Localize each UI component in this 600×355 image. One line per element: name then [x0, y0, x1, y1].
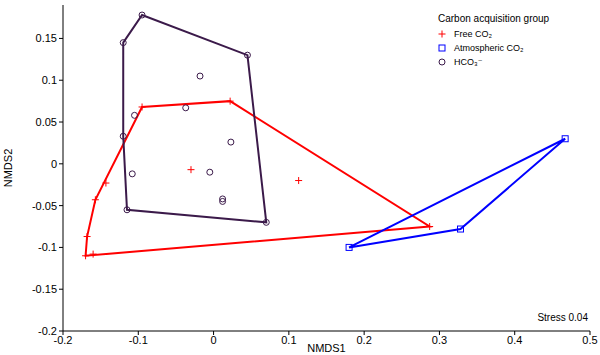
y-tick-label: 0: [51, 158, 57, 170]
point: [120, 40, 126, 46]
point: [562, 136, 568, 142]
y-tick-label: -0.05: [32, 200, 57, 212]
y-tick-label: 0.15: [36, 32, 57, 44]
legend: Carbon acquisition group Free CO₂ Atmosphe…: [438, 13, 550, 67]
x-tick-label: 0.4: [507, 334, 522, 346]
chart: -0.2-0.100.10.20.30.40.5-0.2-0.15-0.1-0.…: [0, 0, 600, 355]
point: [132, 112, 138, 118]
y-tick-label: 0.1: [42, 74, 57, 86]
y-tick-label: 0.05: [36, 116, 57, 128]
y-tick: [59, 80, 63, 81]
x-axis-label: NMDS1: [307, 342, 346, 354]
point: [295, 177, 302, 184]
legend-label: Atmospheric CO₂: [454, 43, 524, 53]
point: [92, 196, 99, 203]
point: [207, 169, 213, 175]
point: [187, 166, 194, 173]
x-tick-label: 0: [211, 334, 217, 346]
point: [84, 233, 91, 240]
y-tick: [59, 205, 63, 206]
legend-label: HCO₃⁻: [454, 57, 483, 67]
legend-marker: [439, 45, 445, 51]
y-tick-label: -0.1: [38, 241, 57, 253]
point: [102, 180, 109, 187]
y-tick: [59, 38, 63, 39]
x-tick-label: 0.1: [281, 334, 296, 346]
point: [82, 252, 89, 259]
point: [458, 226, 464, 232]
hull: [123, 15, 266, 222]
x-axis: [63, 331, 590, 332]
point: [244, 52, 250, 58]
y-tick-label: -0.2: [38, 325, 57, 337]
point: [346, 244, 352, 250]
point: [129, 171, 135, 177]
point: [228, 139, 234, 145]
point: [227, 98, 234, 105]
y-axis: [63, 5, 64, 331]
annotation: Stress 0.04: [537, 312, 588, 323]
point: [120, 133, 126, 139]
x-tick-label: -0.1: [129, 334, 148, 346]
y-tick: [59, 163, 63, 164]
point: [124, 207, 130, 213]
point: [183, 105, 189, 111]
legend-label: Free CO₂: [454, 29, 493, 39]
y-tick: [59, 289, 63, 290]
y-axis-label: NMDS2: [2, 149, 14, 188]
x-tick-label: 0.5: [582, 334, 597, 346]
point: [220, 198, 226, 204]
point: [90, 251, 97, 258]
plot-area: [82, 12, 568, 259]
legend-marker: [439, 31, 446, 38]
x-tick-label: 0.3: [432, 334, 447, 346]
point: [139, 12, 145, 18]
x-tick-label: 0.2: [356, 334, 371, 346]
point: [263, 219, 269, 225]
point: [426, 223, 433, 230]
hull: [349, 139, 565, 248]
y-tick: [59, 331, 63, 332]
point: [197, 73, 203, 79]
point: [139, 103, 146, 110]
legend-title: Carbon acquisition group: [438, 13, 550, 24]
y-tick-label: -0.15: [32, 283, 57, 295]
legend-marker: [439, 59, 445, 65]
y-tick: [59, 247, 63, 248]
y-tick: [59, 122, 63, 123]
